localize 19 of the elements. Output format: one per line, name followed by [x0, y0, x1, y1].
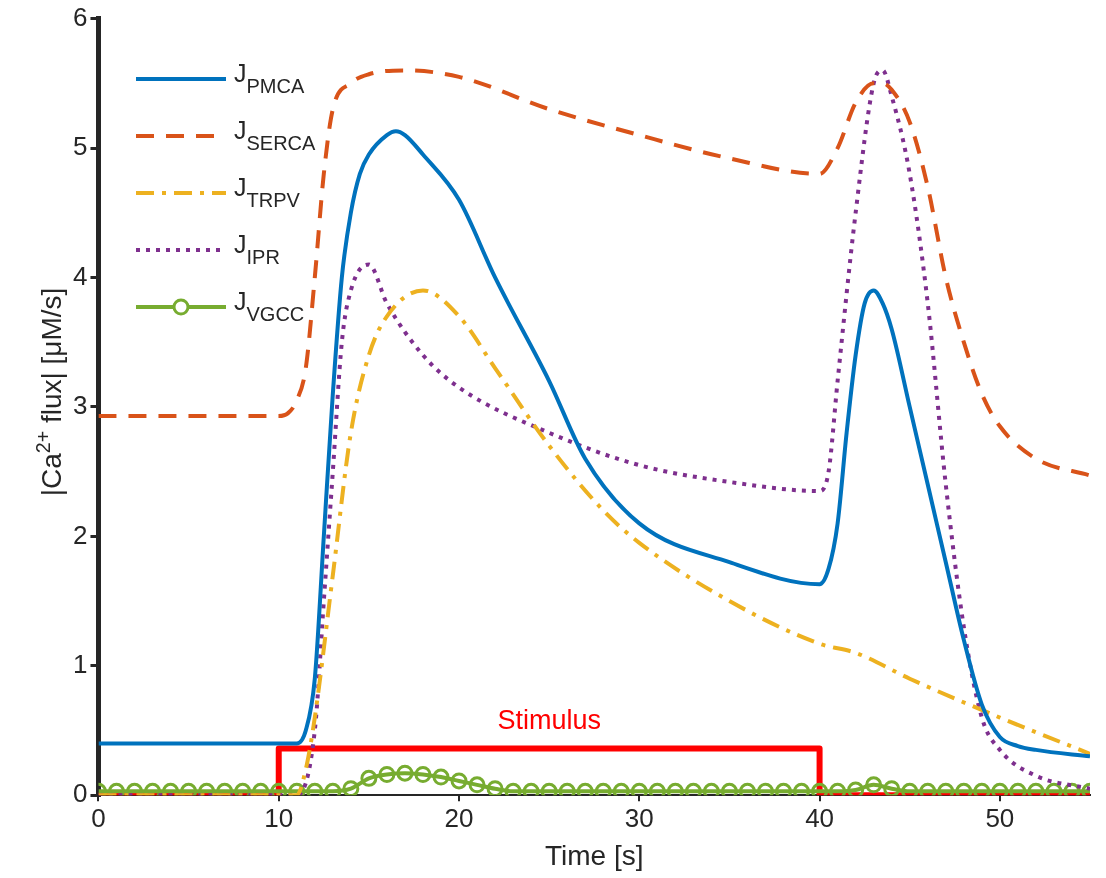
y-tick-label: 2 — [72, 519, 88, 550]
y-tick-label: 5 — [72, 131, 88, 162]
x-tick-label: 50 — [985, 802, 1015, 833]
legend-label: J$_{TRPV}$ — [234, 173, 300, 212]
y-tick-label: 4 — [72, 260, 88, 291]
y-tick-label: 1 — [72, 648, 88, 679]
legend-label: J$_{SERCA}$ — [234, 116, 316, 155]
x-tick-label: 40 — [805, 802, 835, 833]
legend-label: J$_{PMCA}$ — [234, 59, 305, 98]
y-tick-label: 6 — [72, 1, 88, 32]
y-tick-label: 3 — [72, 390, 88, 421]
legend-label: J$_{IPR}$ — [234, 230, 280, 269]
x-tick-label: 30 — [624, 802, 654, 833]
x-axis-title: Time [s] — [544, 839, 644, 871]
x-tick-label: 10 — [264, 802, 294, 833]
legend-label: J$_{VGCC}$ — [234, 287, 305, 326]
annotation: Stimulus — [497, 704, 601, 735]
y-tick-label: 0 — [72, 778, 88, 809]
x-tick-label: 20 — [444, 802, 474, 833]
